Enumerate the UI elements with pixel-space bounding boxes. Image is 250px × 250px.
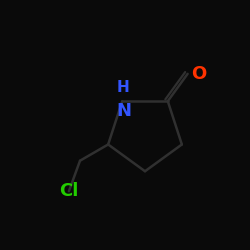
Text: N: N	[116, 102, 131, 120]
Text: Cl: Cl	[59, 182, 78, 200]
Text: O: O	[191, 65, 206, 83]
Text: H: H	[117, 80, 130, 95]
